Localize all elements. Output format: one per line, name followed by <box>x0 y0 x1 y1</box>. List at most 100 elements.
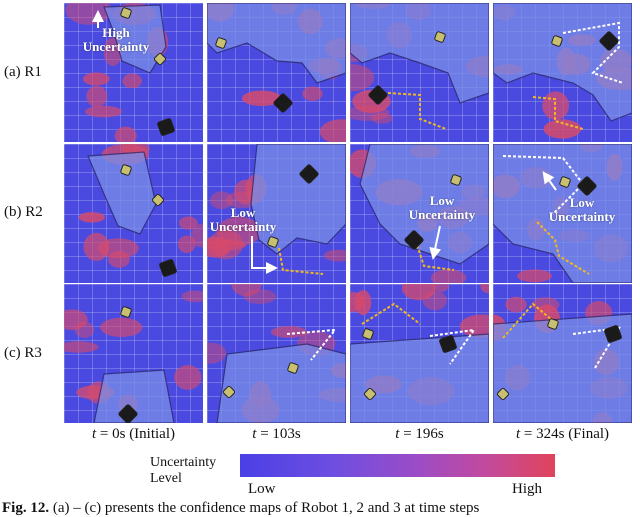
uncertainty-hotspot <box>432 284 450 292</box>
row-label-r2: (b) R2 <box>4 204 43 220</box>
robot-icon <box>439 335 457 353</box>
robot-trajectory <box>429 328 477 365</box>
uncertainty-hotspot <box>302 86 323 101</box>
uncertainty-hotspot <box>319 119 346 142</box>
confidence-map-r1-t3 <box>493 3 632 142</box>
explored-region <box>350 3 489 104</box>
uncertainty-hotspot <box>108 251 130 268</box>
confidence-map-r3-t0 <box>64 284 203 423</box>
robot-trajectory <box>536 221 590 275</box>
uncertainty-hotspot <box>85 105 122 118</box>
uncertainty-hotspot <box>207 342 227 364</box>
row-label-r3: (c) R3 <box>4 345 42 361</box>
robot-icon <box>599 31 619 51</box>
annotation-high-uncertainty: High Uncertainty <box>82 25 150 54</box>
time-label-0: t = 0s (Initial) <box>91 426 176 442</box>
uncertainty-hotspot <box>270 326 308 338</box>
uncertainty-hotspot <box>350 292 366 313</box>
robot-icon <box>120 7 132 19</box>
robot-icon <box>547 318 559 330</box>
robot-trajectory <box>562 21 624 84</box>
robot-icon <box>120 306 132 318</box>
uncertainty-hotspot <box>480 284 489 294</box>
uncertainty-hotspot <box>459 314 489 338</box>
annotation-low-uncertainty-r2-103: Low Uncertainty <box>209 205 277 234</box>
row-label-r1: (a) R1 <box>4 64 42 80</box>
uncertainty-hotspot <box>208 230 243 260</box>
uncertainty-hotspot <box>401 284 436 301</box>
explored-region <box>207 3 346 84</box>
robot-icon <box>287 362 299 374</box>
explored-region <box>103 4 167 74</box>
uncertainty-hotspot <box>531 297 560 313</box>
confidence-map-r3-t1 <box>207 284 346 423</box>
explored-region <box>250 144 346 255</box>
uncertainty-hotspot <box>542 91 570 120</box>
confidence-map-r3-t2 <box>350 284 489 423</box>
colorbar-title: Uncertainty Level <box>150 455 217 486</box>
uncertainty-hotspot <box>114 126 137 142</box>
uncertainty-hotspot <box>181 290 203 303</box>
colorbar <box>240 454 555 477</box>
robot-icon <box>299 164 319 184</box>
uncertainty-hotspot <box>86 85 108 107</box>
uncertainty-hotspot <box>178 216 198 230</box>
robot-icon <box>362 328 374 340</box>
robot-trajectory <box>572 326 621 369</box>
uncertainty-hotspot <box>241 90 282 107</box>
uncertainty-hotspot <box>174 365 202 390</box>
explored-region <box>493 144 632 283</box>
uncertainty-hotspot <box>74 321 95 338</box>
uncertainty-hotspot <box>65 3 112 25</box>
robot-trajectory <box>532 96 584 130</box>
robot-icon <box>118 404 138 423</box>
robot-icon <box>434 31 446 43</box>
confidence-map-r2-t2 <box>350 144 489 283</box>
robot-icon <box>604 325 622 343</box>
robot-trajectory <box>286 328 338 361</box>
uncertainty-hotspot <box>517 269 552 283</box>
uncertainty-hotspot <box>505 296 527 313</box>
robot-icon <box>151 193 165 207</box>
confidence-map-r2-t1 <box>207 144 346 283</box>
robot-icon <box>368 85 388 105</box>
robot-icon <box>273 93 293 113</box>
robot-icon <box>496 387 510 401</box>
confidence-map-r1-t0 <box>64 3 203 142</box>
uncertainty-hotspot <box>100 317 143 337</box>
time-label-2: t = 196s <box>395 426 444 442</box>
uncertainty-hotspot <box>177 235 196 253</box>
robot-icon <box>577 176 597 196</box>
robot-icon <box>551 35 563 47</box>
uncertainty-hotspot <box>543 119 582 139</box>
uncertainty-hotspot <box>210 191 234 210</box>
robot-icon <box>404 230 424 250</box>
explored-region <box>350 333 489 423</box>
colorbar-high-label: High <box>512 481 542 497</box>
confidence-map-r3-t3 <box>493 284 632 423</box>
robot-icon <box>215 37 227 49</box>
robot-trajectory <box>361 302 421 325</box>
robot-trajectory <box>278 247 324 275</box>
uncertainty-hotspot <box>350 64 375 92</box>
annotation-low-uncertainty-r2-324: Low Uncertainty <box>548 195 616 224</box>
robot-icon <box>559 176 571 188</box>
time-label-1: t = 103s <box>252 426 301 442</box>
confidence-map-r1-t2 <box>350 3 489 142</box>
robot-trajectory <box>387 92 447 130</box>
uncertainty-hotspot <box>122 73 142 89</box>
colorbar-low-label: Low <box>248 481 276 497</box>
uncertainty-hotspot <box>64 341 99 353</box>
uncertainty-hotspot <box>83 232 110 261</box>
robot-icon <box>120 164 132 176</box>
explored-region <box>93 369 175 423</box>
annotation-low-uncertainty-r2-196: Low Uncertainty <box>408 193 476 222</box>
confidence-map-r1-t1 <box>207 3 346 142</box>
explored-region <box>216 343 346 423</box>
explored-region <box>87 151 157 235</box>
robot-trajectory <box>413 235 455 271</box>
figure-caption: Fig. 12. (a) – (c) presents the confiden… <box>2 500 480 516</box>
uncertainty-hotspot <box>78 212 105 223</box>
explored-region <box>493 3 632 122</box>
robot-icon <box>159 259 177 277</box>
